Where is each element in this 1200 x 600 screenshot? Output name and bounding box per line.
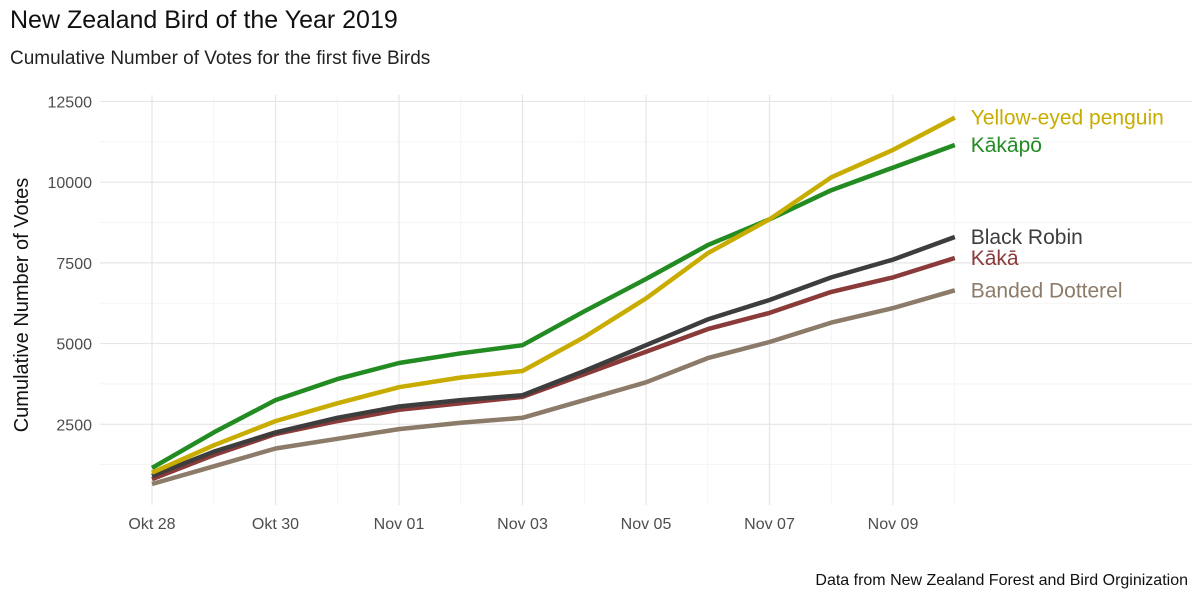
series-label-banded-dotterel: Banded Dotterel xyxy=(971,279,1123,302)
series-line-black-robin xyxy=(151,234,956,478)
y-tick-label: 12500 xyxy=(48,94,93,111)
series-line-kakapo xyxy=(150,142,956,470)
series-label-yellow-eyed-penguin: Yellow-eyed penguin xyxy=(971,107,1164,130)
chart-caption: Data from New Zealand Forest and Bird Or… xyxy=(815,572,1188,589)
x-tick-label: Nov 01 xyxy=(374,516,425,533)
y-tick-label: 7500 xyxy=(56,256,92,273)
series-line-yellow-eyed-penguin xyxy=(151,115,956,475)
x-tick-label: Nov 09 xyxy=(868,516,919,533)
x-tick-label: Nov 07 xyxy=(744,516,795,533)
chart-title: New Zealand Bird of the Year 2019 xyxy=(10,6,398,34)
series-lines xyxy=(150,115,956,487)
axes: Cumulative Number of Votes 2500 5000 7500 1… xyxy=(11,94,918,533)
x-tick-label: Nov 05 xyxy=(621,516,672,533)
y-tick-label: 10000 xyxy=(48,175,93,192)
y-axis-title: Cumulative Number of Votes xyxy=(11,178,33,433)
x-tick-label: Nov 03 xyxy=(497,516,548,533)
x-tick-label: Okt 28 xyxy=(128,516,175,533)
x-tick-label: Okt 30 xyxy=(252,516,299,533)
series-label-kakapo: Kākāpō xyxy=(971,134,1042,157)
series-line-kaka xyxy=(151,255,956,482)
chart-subtitle: Cumulative Number of Votes for the first… xyxy=(10,48,431,69)
series-label-black-robin: Black Robin xyxy=(971,226,1083,249)
y-tick-label: 2500 xyxy=(56,417,92,434)
y-tick-label: 5000 xyxy=(56,337,92,354)
series-label-kaka: Kākā xyxy=(971,247,1019,270)
series-labels: Yellow-eyed penguin Kākāpō Black RobinKākā… xyxy=(971,107,1164,303)
series-line-banded-dotterel xyxy=(151,288,956,487)
